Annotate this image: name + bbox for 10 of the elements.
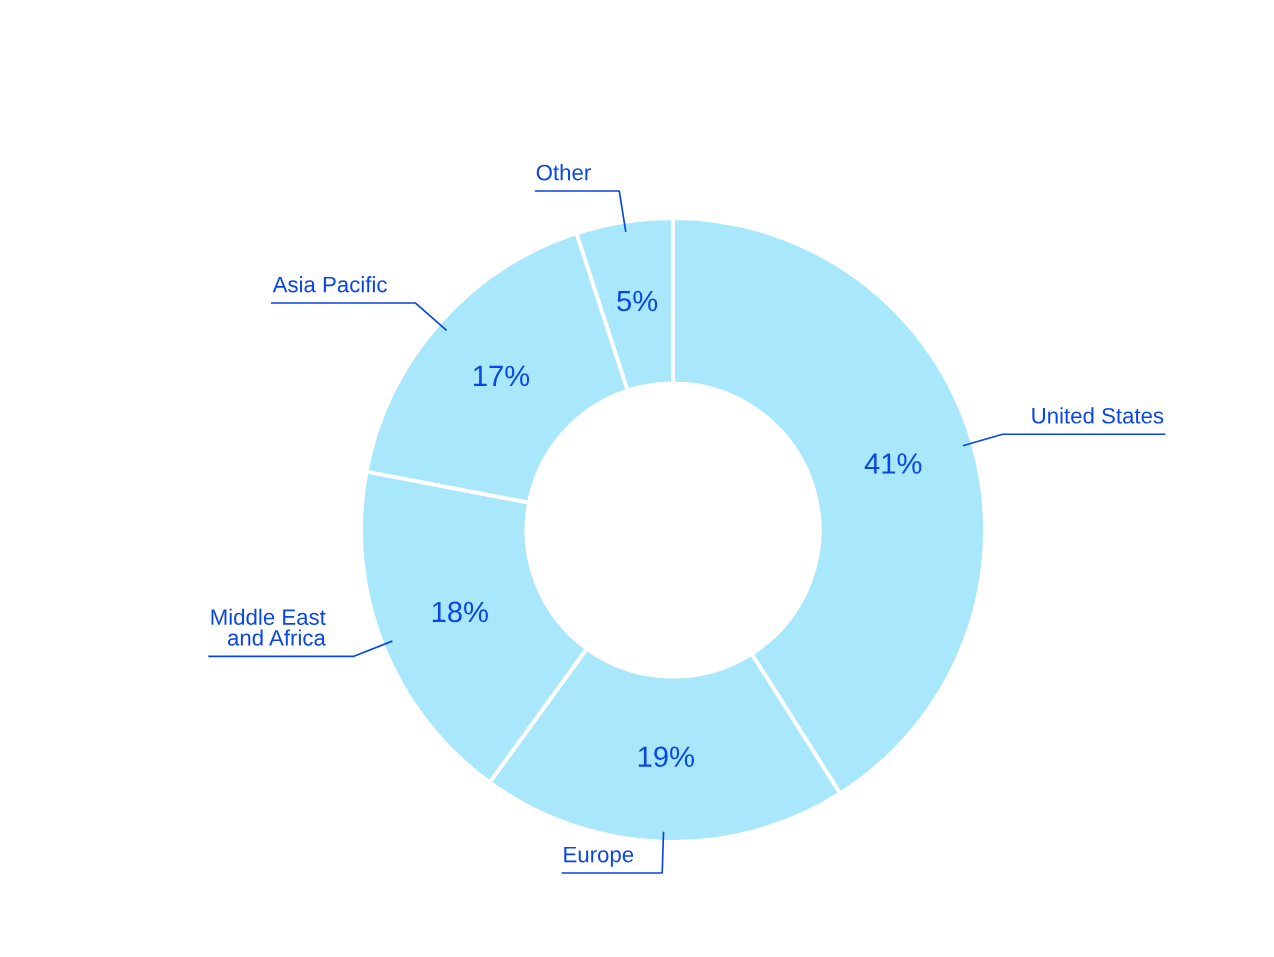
- slice-label: Middle East and Africa: [211, 608, 326, 646]
- data-label: 41%: [864, 453, 922, 474]
- data-label: 18%: [432, 601, 488, 623]
- slice-label: Europe: [564, 846, 634, 867]
- slice-label: Asia Pacific: [272, 276, 387, 293]
- slice-label: Other: [536, 164, 591, 181]
- data-label: 5%: [617, 290, 658, 312]
- slice-label: United States: [1032, 407, 1164, 424]
- data-label: 19%: [638, 746, 694, 768]
- data-label: 17%: [474, 365, 530, 387]
